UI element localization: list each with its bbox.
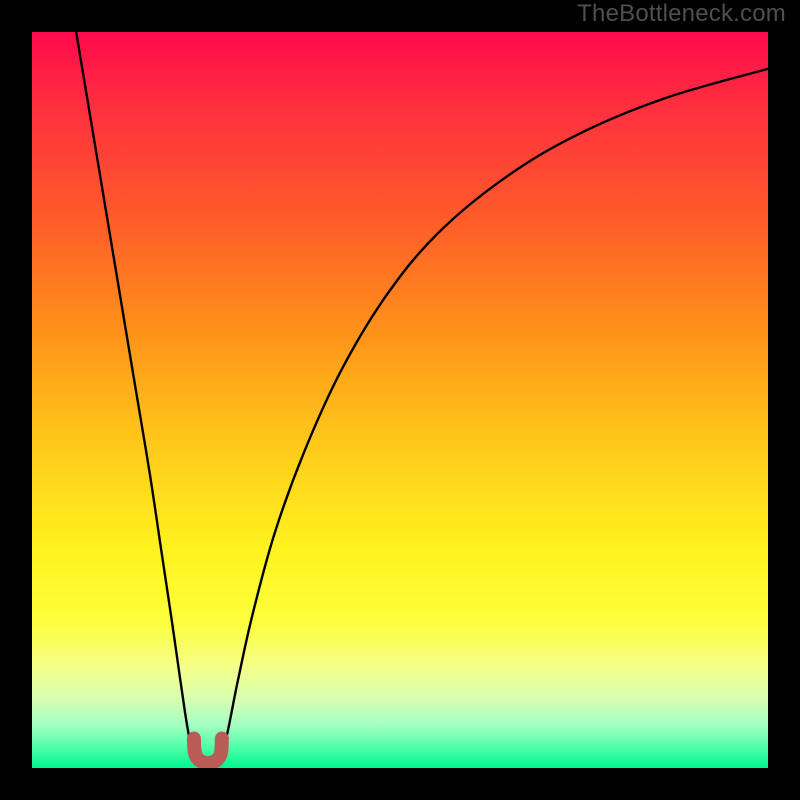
left-curve [76,32,194,755]
watermark-text: TheBottleneck.com [577,0,786,28]
bottleneck-marker [194,739,222,764]
bottleneck-curve [32,32,768,768]
right-curve [222,69,768,755]
chart-plot-area [32,32,768,768]
